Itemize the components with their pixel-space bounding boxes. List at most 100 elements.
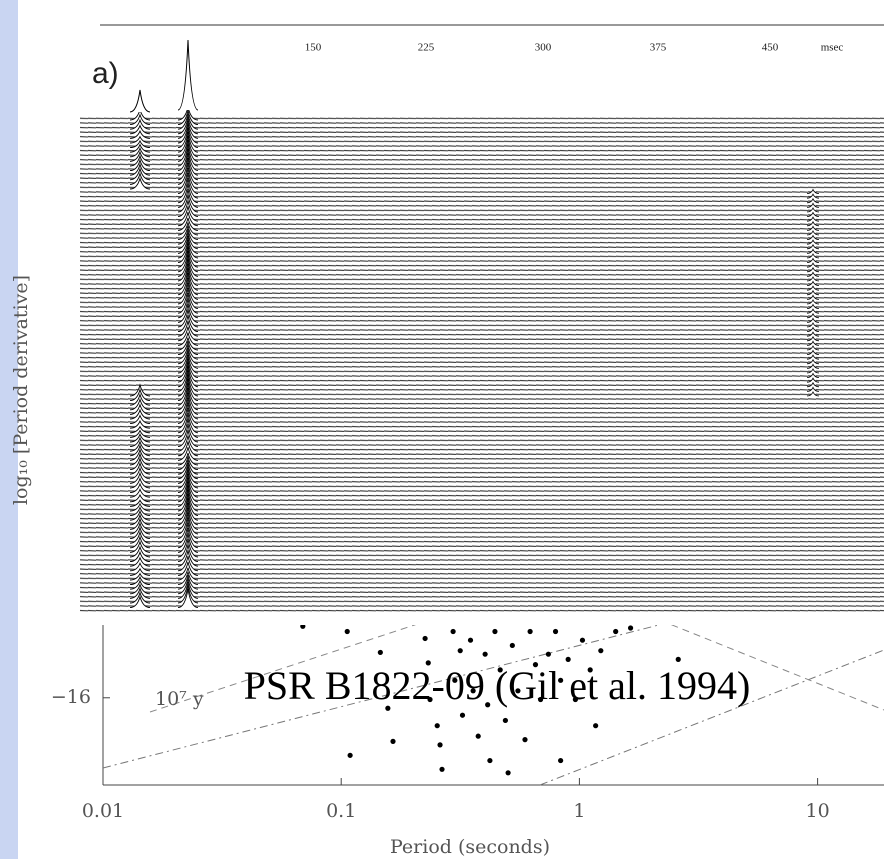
pulse-profile (806, 312, 820, 319)
data-point (587, 667, 593, 673)
pulse-profile (806, 289, 820, 296)
data-point (427, 696, 433, 703)
data-point (492, 628, 498, 635)
pulse-profile (129, 129, 151, 139)
data-point (487, 757, 493, 764)
data-point (527, 628, 533, 635)
data-point (675, 656, 681, 663)
pulse-profile (806, 276, 820, 282)
pulse-profile (129, 419, 151, 429)
reference-line (539, 649, 884, 786)
data-point (475, 733, 481, 739)
data-point (422, 635, 428, 642)
pulse-profile (806, 322, 820, 328)
data-point (485, 702, 491, 708)
pulse-profile (806, 363, 820, 369)
data-point (450, 628, 456, 635)
y-tick-label: −16 (51, 686, 91, 708)
pulse-profile (806, 257, 820, 263)
data-point (532, 662, 539, 668)
pulse-profile (806, 243, 820, 250)
pulse-profile (806, 262, 820, 268)
pulse-profile (806, 391, 820, 397)
data-point (515, 688, 521, 694)
pulse-profile (806, 354, 820, 360)
pulse-profiles (129, 39, 820, 609)
pulse-profile (129, 595, 151, 609)
pulse-profile (806, 345, 820, 351)
data-point (344, 628, 350, 635)
inset-unit: msec (821, 42, 844, 54)
data-point (552, 628, 559, 635)
pulse-profile (806, 381, 820, 388)
inset-tick-label: 150 (305, 42, 322, 54)
pulse-profile (806, 285, 820, 291)
pulse-profile (806, 372, 820, 378)
inset-tick-label: 450 (762, 42, 779, 54)
pulse-profile (806, 207, 820, 213)
pulse-profile (129, 562, 151, 572)
data-point (545, 651, 551, 657)
pulse-profile (806, 216, 820, 222)
data-point (452, 677, 458, 683)
data-point (439, 766, 445, 772)
pulse-profile (129, 89, 151, 113)
data-point (457, 648, 463, 654)
data-point (385, 705, 391, 711)
data-point (467, 637, 474, 643)
pulse-profile (806, 248, 820, 254)
pulse-profile (806, 349, 820, 355)
x-tick-label: 10 (806, 800, 830, 822)
y-axis-label: log₁₀ [Period derivative] (10, 275, 32, 505)
pulse-profile (806, 326, 820, 332)
pulse-profile (806, 193, 820, 199)
pulse-profile (177, 39, 199, 111)
data-point (434, 723, 440, 729)
pulse-profile (806, 266, 820, 273)
data-point (593, 723, 599, 729)
data-point (505, 770, 511, 776)
pulse-profile (806, 386, 820, 392)
inset-tick-label: 300 (535, 42, 552, 54)
data-point (502, 717, 508, 724)
inset-tick-label: 225 (418, 42, 435, 54)
pulse-profile (806, 299, 820, 305)
pulse-profile (129, 493, 151, 503)
pulse-profile (806, 234, 820, 240)
pulse-profile (129, 556, 151, 567)
pulse-profile (129, 176, 151, 190)
pulse-profile (129, 124, 151, 135)
pulse-profile (806, 239, 820, 245)
pulse-profile (806, 340, 820, 346)
inset-tick-label: 375 (650, 42, 667, 54)
data-point (613, 628, 619, 635)
pulse-profile (806, 225, 820, 231)
waterfall (80, 115, 884, 612)
reference-line (559, 579, 884, 711)
data-point (537, 696, 544, 703)
pulse-profile (806, 202, 820, 208)
pulse-profile (806, 294, 820, 300)
pulse-profile (806, 335, 820, 342)
data-point (565, 656, 571, 663)
pulse-profile (806, 303, 820, 309)
pulse-profile (806, 253, 820, 259)
pulse-profile (806, 377, 820, 383)
data-point (459, 712, 466, 718)
data-point (437, 742, 443, 748)
reference-line (149, 609, 461, 713)
data-point (497, 667, 503, 673)
data-point (390, 738, 396, 744)
pulse-profile (806, 211, 820, 217)
data-point (522, 737, 528, 743)
data-point (558, 677, 564, 683)
pulse-profile (806, 368, 820, 374)
pulse-profile (806, 188, 820, 194)
pulse-profile (806, 331, 820, 337)
data-point (425, 660, 431, 666)
data-point (509, 642, 515, 649)
pulse-profile (806, 197, 820, 204)
data-point (377, 649, 383, 656)
pulse-profile (129, 414, 151, 425)
data-point (572, 696, 578, 703)
